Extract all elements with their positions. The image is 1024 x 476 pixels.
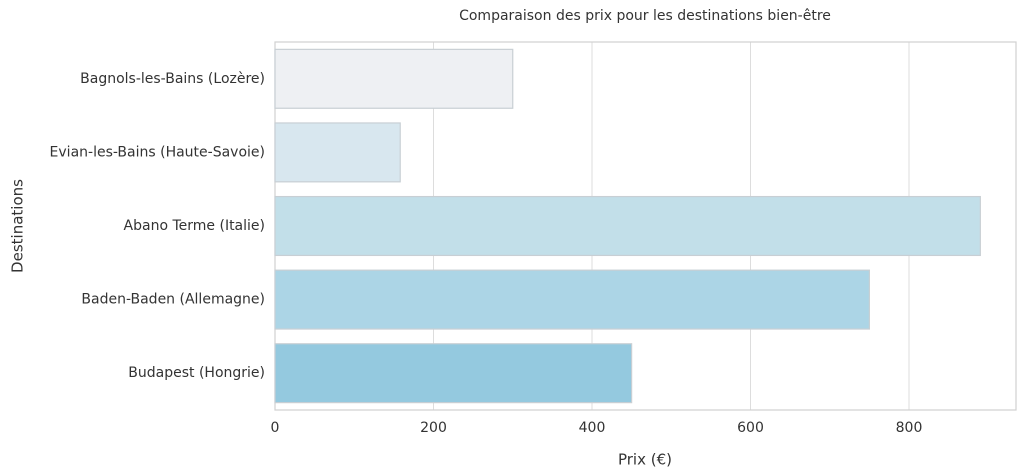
x-axis-label: Prix (€) [618, 451, 672, 469]
y-tick-label: Evian-les-Bains (Haute-Savoie) [50, 144, 265, 160]
y-tick-label: Abano Terme (Italie) [124, 218, 265, 234]
y-tick-label: Bagnols-les-Bains (Lozère) [80, 71, 265, 87]
x-tick-label: 200 [420, 420, 447, 436]
bar [274, 122, 401, 183]
y-tick-label: Budapest (Hongrie) [128, 365, 265, 381]
bar [274, 343, 633, 404]
bar [274, 269, 870, 330]
x-tick-label: 0 [271, 420, 280, 436]
x-tick-label: 600 [737, 420, 764, 436]
y-tick-label: Baden-Baden (Allemagne) [81, 292, 265, 308]
chart-title: Comparaison des prix pour les destinatio… [459, 8, 831, 24]
bar [274, 48, 514, 109]
bar [274, 195, 981, 257]
x-tick-label: 800 [896, 420, 923, 436]
x-tick-label: 400 [579, 420, 606, 436]
y-axis-label: Destinations [9, 179, 27, 273]
